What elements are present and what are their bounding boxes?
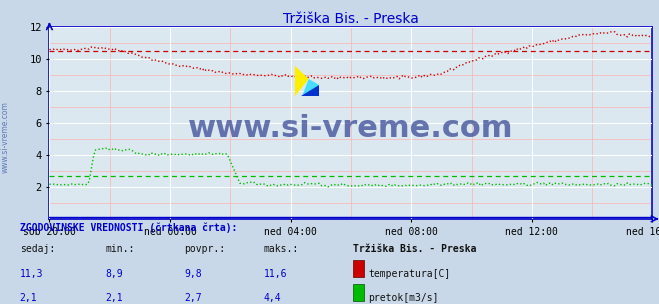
Text: 9,8: 9,8 [185, 269, 202, 279]
Polygon shape [295, 66, 308, 96]
Text: www.si-vreme.com: www.si-vreme.com [188, 114, 513, 143]
Text: 11,3: 11,3 [20, 269, 43, 279]
Text: maks.:: maks.: [264, 244, 299, 254]
Text: 2,1: 2,1 [20, 293, 38, 303]
Polygon shape [302, 79, 319, 96]
Text: pretok[m3/s]: pretok[m3/s] [368, 293, 439, 303]
Text: Tržiška Bis. - Preska: Tržiška Bis. - Preska [353, 244, 476, 254]
Text: www.si-vreme.com: www.si-vreme.com [1, 101, 10, 173]
Text: 8,9: 8,9 [105, 269, 123, 279]
Text: sedaj:: sedaj: [20, 244, 55, 254]
Text: temperatura[C]: temperatura[C] [368, 269, 451, 279]
Text: 2,7: 2,7 [185, 293, 202, 303]
Polygon shape [301, 85, 319, 96]
Title: Tržiška Bis. - Preska: Tržiška Bis. - Preska [283, 12, 419, 26]
Text: 11,6: 11,6 [264, 269, 287, 279]
Text: min.:: min.: [105, 244, 135, 254]
Text: ZGODOVINSKE VREDNOSTI (črtkana črta):: ZGODOVINSKE VREDNOSTI (črtkana črta): [20, 223, 237, 233]
Text: 2,1: 2,1 [105, 293, 123, 303]
Text: 4,4: 4,4 [264, 293, 281, 303]
Text: povpr.:: povpr.: [185, 244, 225, 254]
